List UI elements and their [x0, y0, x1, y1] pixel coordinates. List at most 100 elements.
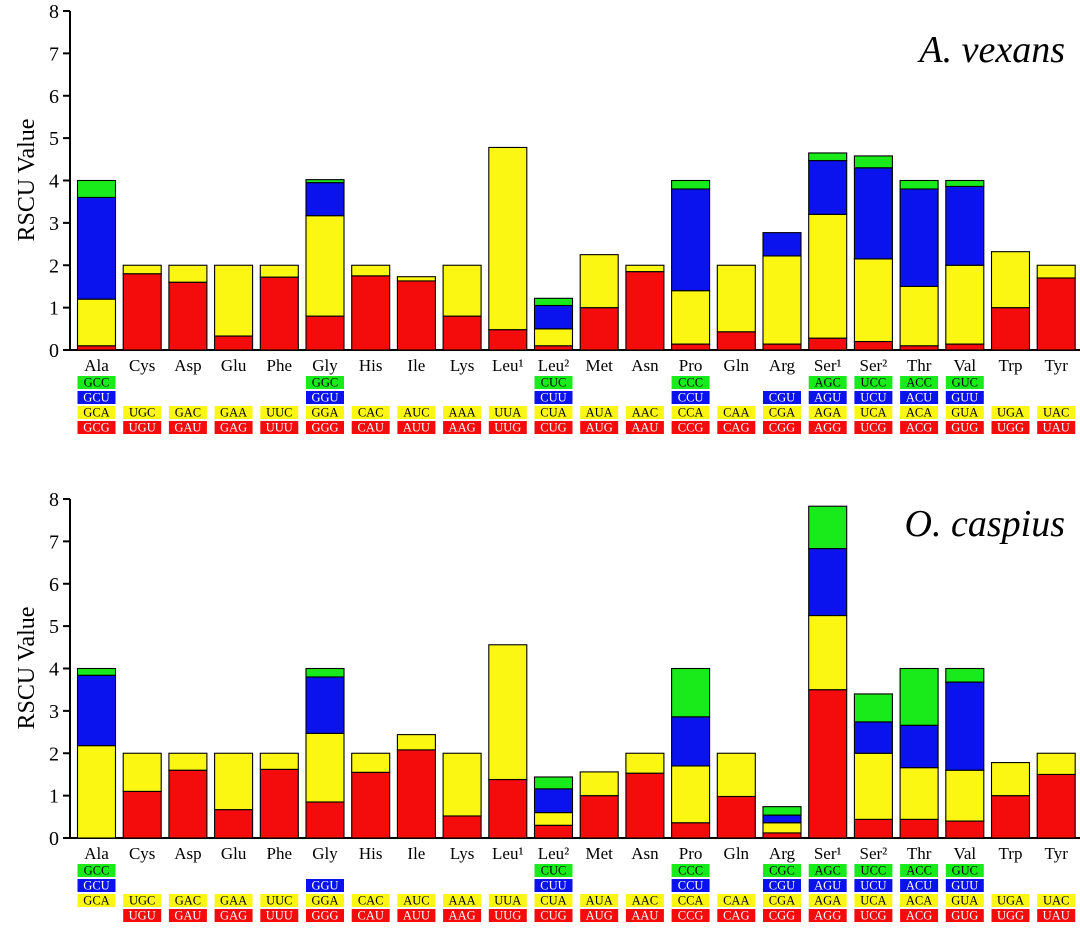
bar-segment-green — [899, 179, 939, 190]
codon-label: CCG — [678, 421, 704, 435]
codon-label: UCA — [860, 894, 886, 908]
y-tick-label: 5 — [49, 128, 59, 150]
codon-box-red — [625, 421, 664, 434]
x-tick-label: Cys — [129, 844, 155, 863]
codon-label: GGU — [311, 879, 338, 893]
codon-label: UUC — [266, 894, 292, 908]
codon-label: CAU — [357, 909, 383, 923]
codon-label: CUU — [540, 879, 566, 893]
bar-segment-yellow — [945, 264, 985, 345]
bar-segment-red — [762, 343, 802, 351]
bar-segment-yellow — [762, 822, 802, 834]
codon-box-blue — [945, 391, 984, 404]
bar-segment-blue — [945, 681, 985, 771]
codon-label: GAA — [220, 406, 247, 420]
x-tick-label: Gly — [312, 844, 338, 863]
codon-box-green — [306, 376, 344, 389]
codon-box-blue — [808, 879, 847, 892]
codon-label: CGU — [769, 879, 795, 893]
bar-segment-yellow — [762, 255, 802, 345]
y-tick-label: 1 — [49, 786, 59, 808]
bar-segment-yellow — [351, 752, 391, 773]
codon-label: UUA — [494, 406, 521, 420]
bar-segment-yellow — [671, 765, 711, 824]
bar-segment-green — [899, 667, 939, 726]
codon-box-yellow — [717, 406, 756, 419]
codon-label: GGA — [311, 406, 338, 420]
x-tick-label: Ser² — [860, 356, 888, 375]
y-tick-label: 4 — [49, 659, 59, 681]
codon-label: CGC — [769, 864, 795, 878]
codon-box-yellow — [77, 894, 116, 907]
codon-label: CCA — [678, 406, 704, 420]
bar-segment-red — [259, 276, 299, 351]
codon-box-blue — [854, 879, 893, 892]
y-tick-label: 0 — [49, 340, 59, 362]
y-tick-label: 7 — [49, 531, 59, 553]
codon-box-green — [534, 864, 573, 877]
codon-box-red — [808, 421, 847, 434]
bar-segment-yellow — [716, 752, 756, 798]
codon-label: AAG — [449, 909, 476, 923]
bar-segment-yellow — [990, 251, 1031, 309]
bar-segment-red — [625, 271, 665, 351]
codon-box-red — [306, 421, 344, 434]
bar-segment-red — [442, 815, 482, 839]
codon-box-yellow — [168, 894, 207, 907]
codon-label: AAA — [449, 406, 476, 420]
x-tick-label: Asn — [631, 844, 659, 863]
x-tick-label: Gly — [312, 356, 338, 375]
bar-segment-blue — [762, 232, 802, 257]
bar-segment-green — [76, 667, 117, 676]
codon-box-red — [625, 909, 664, 922]
bar-segment-red — [122, 790, 162, 839]
bar-segment-red — [533, 345, 574, 351]
bar-segment-green — [671, 667, 711, 718]
codon-box-yellow — [1037, 894, 1076, 907]
x-tick-label: Pro — [679, 356, 703, 375]
x-tick-label: Leu¹ — [492, 844, 524, 863]
bar-segment-yellow — [76, 298, 117, 347]
codon-box-yellow — [854, 406, 893, 419]
x-tick-label: Val — [953, 844, 976, 863]
codon-box-blue — [671, 391, 710, 404]
codon-box-green — [671, 864, 710, 877]
bar-segment-blue — [305, 676, 345, 734]
codon-box-red — [991, 421, 1030, 434]
codon-label: GAU — [174, 421, 201, 435]
bar-segment-red — [396, 749, 436, 839]
bar-segment-red — [899, 818, 939, 839]
codon-box-yellow — [900, 406, 939, 419]
codon-box-green — [77, 376, 116, 389]
y-tick-label: 3 — [49, 213, 59, 235]
codon-label: ACG — [906, 909, 932, 923]
codon-box-red — [945, 909, 984, 922]
bar-segment-blue — [305, 182, 345, 217]
codon-box-red — [534, 909, 573, 922]
bar-segment-red — [671, 343, 711, 351]
codon-label: GAA — [220, 894, 247, 908]
codon-box-red — [534, 421, 573, 434]
bar-segment-yellow — [533, 812, 574, 826]
y-tick-label: 1 — [49, 298, 59, 320]
bar-segment-blue — [671, 716, 711, 767]
bar-segment-red — [579, 795, 619, 839]
x-tick-label: Glu — [221, 356, 247, 375]
codon-label: ACC — [906, 864, 932, 878]
bar-segment-yellow — [168, 264, 208, 283]
codon-label: AAU — [631, 421, 658, 435]
codon-box-blue — [900, 879, 939, 892]
bar-segment-red — [305, 801, 345, 839]
bar-segment-red — [259, 768, 299, 839]
codon-box-yellow — [397, 894, 436, 907]
y-tick-label: 3 — [49, 701, 59, 723]
x-tick-label: Ser² — [860, 844, 888, 863]
bar-segment-blue — [762, 814, 802, 824]
codon-box-yellow — [1037, 406, 1076, 419]
codon-label: AUC — [403, 406, 429, 420]
x-tick-label: Trp — [999, 844, 1023, 863]
codon-label: CUC — [541, 376, 567, 390]
codon-box-red — [717, 909, 756, 922]
codon-box-green — [854, 376, 893, 389]
bar-segment-red — [122, 273, 162, 351]
